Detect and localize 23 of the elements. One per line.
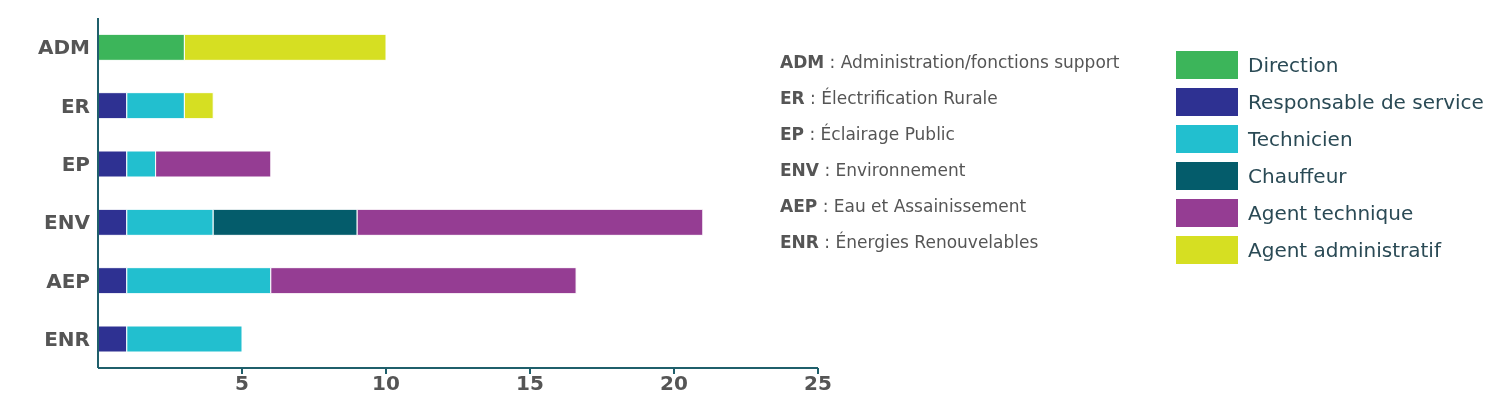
y-tick-label: ADM: [38, 35, 90, 60]
y-tick-label: ENV: [44, 210, 91, 235]
legend-label: Chauffeur: [1248, 163, 1347, 188]
x-tick-label: 20: [660, 371, 688, 396]
legend-label: Responsable de service: [1248, 89, 1484, 114]
x-tick-label: 10: [372, 371, 400, 396]
x-tick-label: 5: [235, 371, 249, 396]
annotation: EP : Éclairage Public: [780, 124, 956, 146]
y-tick-label: AEP: [46, 268, 90, 293]
legend-label: Agent administratif: [1248, 237, 1441, 262]
y-tick-label: ENR: [44, 326, 90, 351]
y-tick-label: ER: [60, 93, 90, 118]
y-tick-label: EP: [61, 151, 90, 176]
annotation: ADM : Administration/fonctions support: [780, 52, 1120, 74]
annotation: ENV : Environnement: [780, 160, 967, 182]
annotation: ENR : Énergies Renouvelables: [780, 232, 1040, 254]
legend-label: Direction: [1248, 52, 1339, 77]
annotation: ER : Électrification Rurale: [780, 88, 999, 110]
x-tick-label: 15: [516, 371, 544, 396]
legend-label: Technicien: [1248, 126, 1353, 151]
x-tick-label: 25: [804, 371, 832, 396]
legend-label: Agent technique: [1248, 200, 1414, 225]
annotation: AEP : Eau et Assainissement: [780, 196, 1028, 218]
